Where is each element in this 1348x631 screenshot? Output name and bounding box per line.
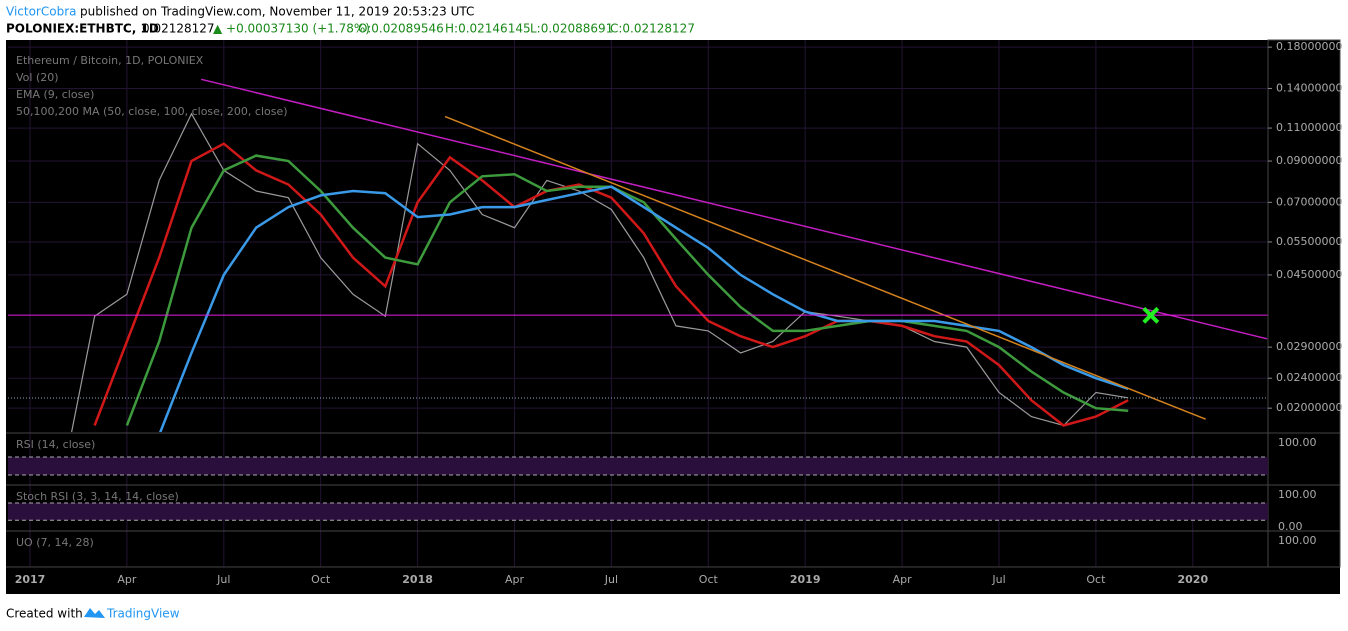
price-axis [1267, 39, 1341, 568]
pane-tick-label: 100.00 [1278, 436, 1317, 449]
chart-bg [6, 40, 1340, 594]
moving-average [93, 142, 1129, 427]
pane-band [8, 457, 1268, 475]
pane-tick-label: 100.00 [1278, 488, 1317, 501]
pane-tick-label: 0.00 [1278, 520, 1303, 533]
moving-average [125, 154, 1129, 426]
price-line [71, 112, 1129, 432]
low: L:0.02088691 [530, 22, 613, 36]
indicator: EMA (9, close) [16, 88, 94, 101]
footer-brand[interactable]: TradingView [106, 607, 180, 621]
pane-tick-label: 100.00 [1278, 534, 1317, 547]
open: O:0.02089546 [358, 22, 444, 36]
x-tick-label: Jul [991, 573, 1005, 586]
y-tick-label: 0.05500000 [1276, 235, 1342, 248]
x-tick-label: 2019 [790, 573, 821, 586]
author[interactable]: VictorCobra [6, 5, 76, 19]
x-tick-label: 2020 [1177, 573, 1208, 586]
y-tick-label: 0.04500000 [1276, 268, 1342, 281]
pane-title: UO (7, 14, 28) [16, 536, 94, 549]
x-tick-label: Oct [1086, 573, 1106, 586]
y-tick-label: 0.07000000 [1276, 195, 1342, 208]
x-tick-label: Jul [216, 573, 230, 586]
high: H:0.02146145 [445, 22, 531, 36]
last: 0.02128127 [142, 22, 215, 36]
x-tick-label: 2017 [15, 573, 46, 586]
y-tick-label: 0.02400000 [1276, 371, 1342, 384]
x-tick-label: Apr [505, 573, 525, 586]
y-tick-label: 0.09000000 [1276, 154, 1342, 167]
y-tick-label: 0.11000000 [1276, 121, 1342, 134]
pane-band [8, 503, 1268, 521]
x-tick-label: Oct [311, 573, 331, 586]
pane-title: RSI (14, close) [16, 438, 95, 451]
moving-average [158, 185, 1129, 432]
x-tick-label: Apr [893, 573, 913, 586]
indicator: Vol (20) [16, 71, 59, 84]
y-tick-label: 0.02900000 [1276, 340, 1342, 353]
y-tick-label: 0.18000000 [1276, 40, 1342, 53]
x-tick-label: Apr [117, 573, 137, 586]
y-tick-label: 0.02000000 [1276, 401, 1342, 414]
trendline [201, 78, 1268, 340]
pane-title: Stoch RSI (3, 3, 14, 14, close) [16, 490, 179, 503]
y-tick-label: 0.14000000 [1276, 81, 1342, 94]
tv-logo [84, 608, 105, 618]
x-tick-label: Oct [699, 573, 719, 586]
x-tick-label: Jul [604, 573, 618, 586]
header-bg [0, 0, 1348, 40]
close: C:0.02128127 [610, 22, 695, 36]
chart-title: Ethereum / Bitcoin, 1D, POLONIEX [16, 54, 204, 67]
x-tick-label: 2018 [402, 573, 433, 586]
indicator: 50,100,200 MA (50, close, 100, close, 20… [16, 105, 288, 118]
symbol: POLONIEX:ETHBTC, 1D [6, 22, 159, 36]
trendline [444, 115, 1206, 420]
x-marker [1142, 306, 1160, 324]
change: ▲ +0.00037130 (+1.78%) [213, 22, 370, 36]
footer-created: Created with [6, 607, 83, 621]
published: published on TradingView.com, November 1… [80, 5, 474, 19]
